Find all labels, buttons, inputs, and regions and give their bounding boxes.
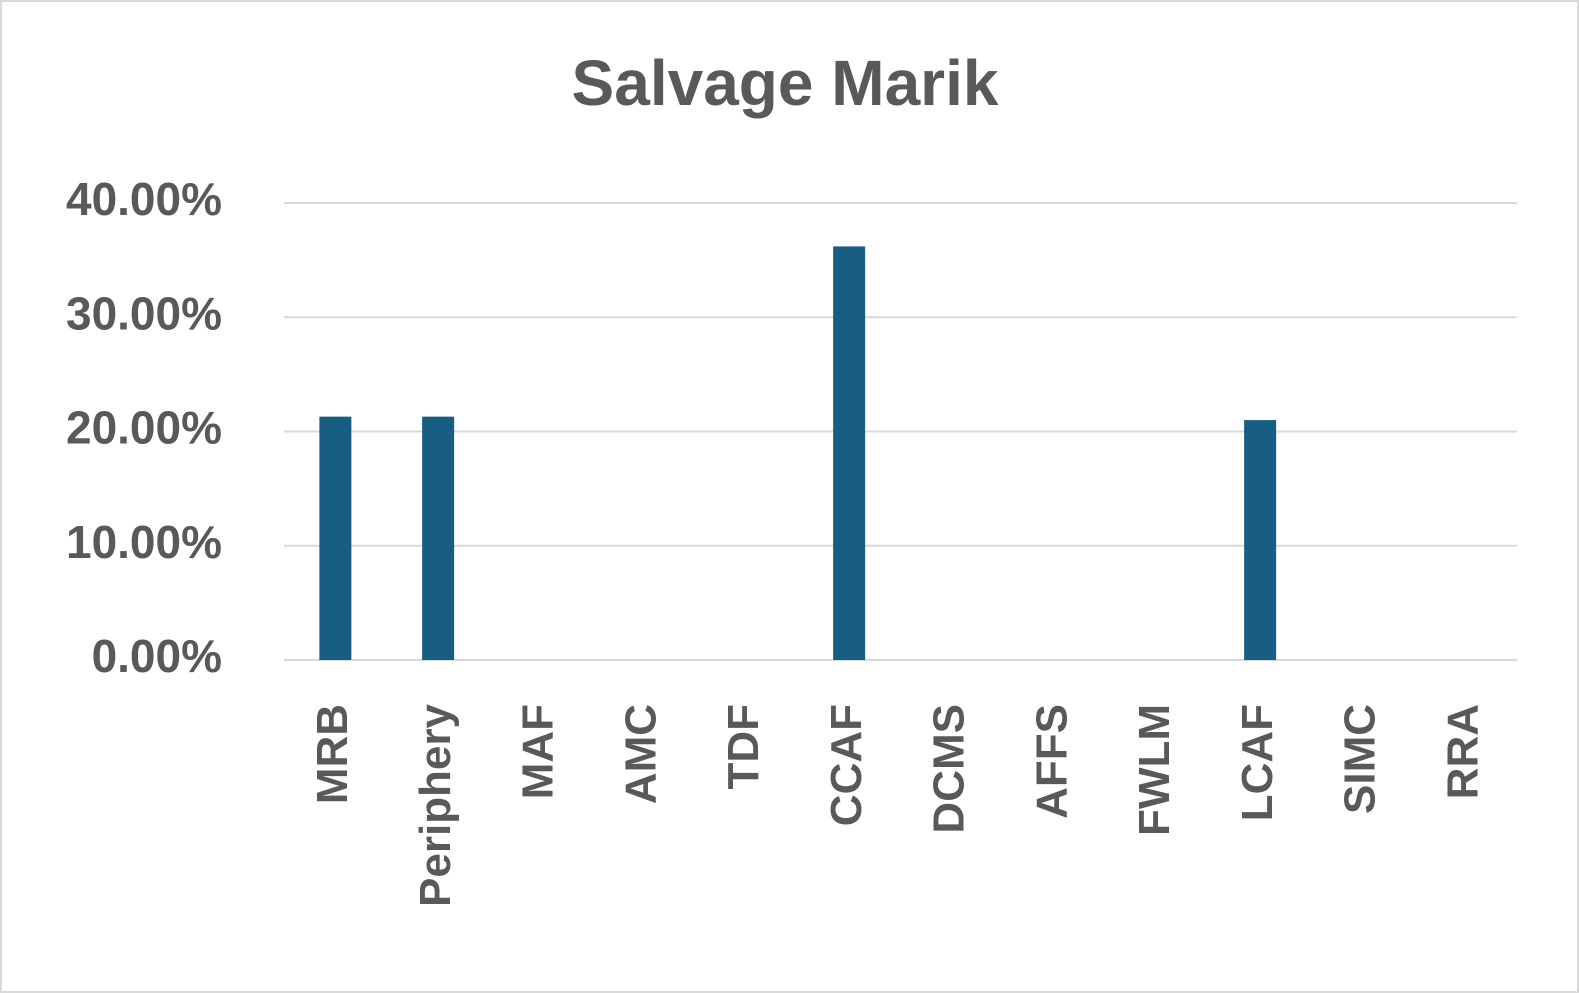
bar <box>1244 420 1277 660</box>
x-tick-label: LCAF <box>1233 704 1282 821</box>
y-tick-label: 30.00% <box>66 287 222 339</box>
x-tick-label: Periphery <box>411 703 460 907</box>
y-tick-label: 10.00% <box>66 516 222 568</box>
y-tick-label: 40.00% <box>66 173 222 225</box>
x-tick-label: DCMS <box>925 704 974 834</box>
x-tick-label: AFFS <box>1027 704 1076 819</box>
x-tick-label: FWLM <box>1130 704 1179 836</box>
x-tick-label: MRB <box>308 704 357 804</box>
x-tick-label: SIMC <box>1336 704 1385 814</box>
y-tick-label: 20.00% <box>66 402 222 454</box>
chart-title: Salvage Marik <box>572 47 999 119</box>
x-tick-label: AMC <box>616 704 665 804</box>
bar <box>422 416 455 660</box>
x-tick-label: TDF <box>719 704 768 790</box>
bar <box>833 246 866 661</box>
x-tick-label: CCAF <box>822 704 871 826</box>
x-tick-label: MAF <box>514 704 563 799</box>
y-tick-label: 0.00% <box>92 630 222 682</box>
bar <box>319 416 352 660</box>
x-tick-label: RRA <box>1438 704 1487 799</box>
